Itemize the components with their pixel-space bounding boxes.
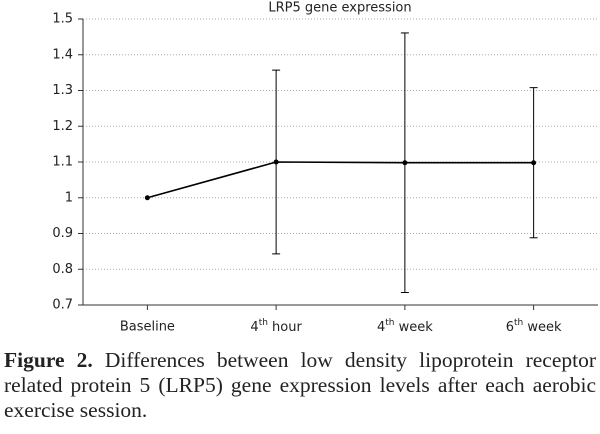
point xyxy=(144,195,150,201)
caption: Figure 2. Differences between low densit… xyxy=(4,348,596,423)
x-tick-label: 4th week xyxy=(377,318,433,335)
y-tick-label: 0.8 xyxy=(52,262,73,277)
caption-label: Figure 2. xyxy=(4,348,93,372)
x-tick-label: 6th week xyxy=(506,318,562,335)
y-tick-label: 1 xyxy=(65,190,73,205)
y-tick-label: 1.4 xyxy=(52,47,73,62)
caption-text: Differences between low density lipoprot… xyxy=(4,348,597,422)
chart-title: LRP5 gene expression xyxy=(268,1,411,16)
y-tick-label: 1.1 xyxy=(52,155,73,170)
y-tick-label: 1.2 xyxy=(52,119,73,134)
y-tick-label: 0.9 xyxy=(52,226,73,241)
y-tick-label: 1.3 xyxy=(52,83,73,98)
y-tick-label: 1.5 xyxy=(52,12,73,27)
x-tick-label: 4th hour xyxy=(250,318,302,335)
point xyxy=(273,159,279,165)
point xyxy=(531,160,537,166)
y-tick-label: 0.7 xyxy=(52,298,73,313)
x-tick-label: Baseline xyxy=(120,320,175,335)
point xyxy=(402,160,408,166)
line xyxy=(147,161,534,199)
chart: LRP5 gene expression 0.7 0.8 0.9 1 1.1 1.2 1.3… xyxy=(52,1,598,335)
